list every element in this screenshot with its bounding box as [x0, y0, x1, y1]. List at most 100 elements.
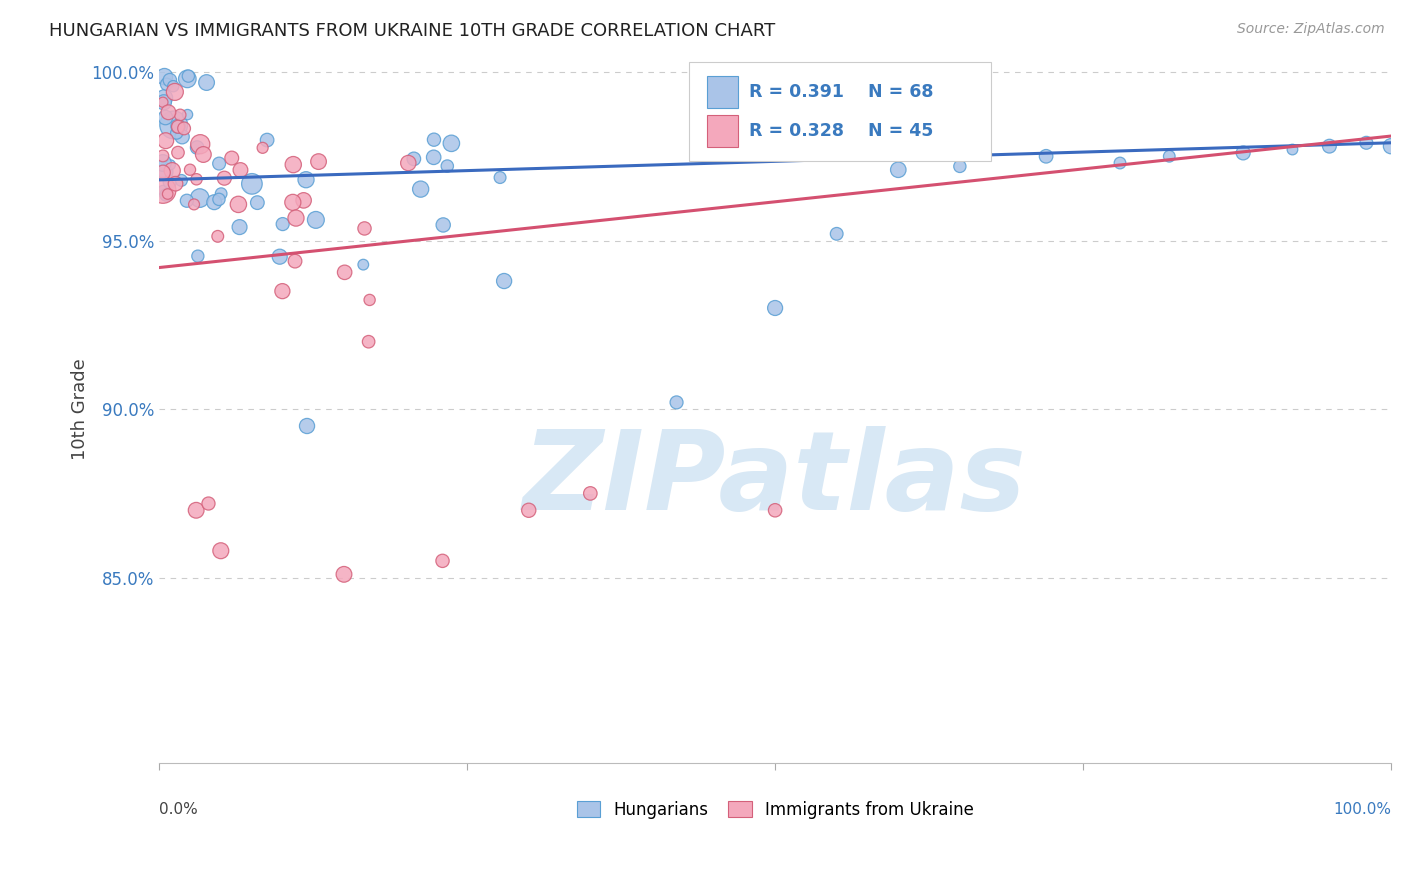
- Point: [159, 158, 181, 172]
- Point: [165, 177, 187, 191]
- Point: [1109, 156, 1132, 170]
- Point: [160, 163, 183, 178]
- Point: [359, 293, 381, 307]
- Y-axis label: 10th Grade: 10th Grade: [72, 359, 89, 460]
- Point: [157, 105, 180, 120]
- Point: [281, 195, 304, 210]
- Point: [271, 284, 294, 298]
- Point: [209, 543, 232, 558]
- Point: [163, 85, 186, 99]
- Point: [949, 160, 972, 174]
- Point: [209, 186, 232, 201]
- Point: [422, 150, 444, 164]
- Point: [176, 194, 198, 208]
- Text: 0.0%: 0.0%: [159, 802, 198, 817]
- Point: [409, 182, 432, 196]
- Point: [170, 173, 193, 187]
- Point: [763, 301, 786, 315]
- Point: [153, 91, 176, 105]
- Point: [208, 193, 231, 207]
- Point: [228, 220, 250, 235]
- Point: [825, 227, 848, 241]
- Point: [195, 76, 218, 90]
- Point: [285, 211, 308, 225]
- Point: [187, 249, 209, 263]
- Point: [305, 213, 328, 227]
- Legend: Hungarians, Immigrants from Ukraine: Hungarians, Immigrants from Ukraine: [569, 794, 980, 826]
- Text: Source: ZipAtlas.com: Source: ZipAtlas.com: [1237, 22, 1385, 37]
- Point: [423, 133, 446, 147]
- Point: [494, 274, 516, 288]
- FancyBboxPatch shape: [707, 115, 738, 147]
- Point: [159, 175, 181, 189]
- Point: [153, 70, 176, 84]
- Point: [357, 334, 380, 349]
- Point: [432, 554, 454, 568]
- Text: R = 0.391    N = 68: R = 0.391 N = 68: [749, 83, 934, 102]
- Point: [193, 147, 215, 161]
- Text: ZIPatlas: ZIPatlas: [523, 426, 1026, 533]
- FancyBboxPatch shape: [707, 77, 738, 108]
- Point: [152, 165, 174, 179]
- Point: [152, 183, 174, 197]
- Point: [1232, 145, 1254, 160]
- Point: [295, 172, 318, 186]
- Point: [176, 71, 198, 86]
- Point: [221, 151, 243, 165]
- Point: [186, 140, 208, 154]
- Point: [402, 152, 425, 166]
- Point: [1319, 139, 1341, 153]
- Point: [152, 156, 174, 170]
- Point: [159, 73, 181, 87]
- Point: [432, 218, 454, 232]
- Point: [155, 165, 177, 179]
- Point: [207, 229, 229, 244]
- Point: [308, 154, 330, 169]
- Point: [166, 126, 188, 140]
- Point: [887, 162, 910, 177]
- Point: [246, 195, 269, 210]
- Point: [197, 496, 219, 510]
- Point: [202, 195, 225, 210]
- Point: [292, 194, 315, 208]
- Point: [284, 254, 307, 268]
- Point: [167, 120, 190, 134]
- Point: [177, 69, 200, 83]
- FancyBboxPatch shape: [689, 62, 991, 161]
- Point: [186, 503, 208, 517]
- Point: [188, 137, 211, 152]
- Point: [183, 197, 205, 211]
- Point: [169, 108, 191, 122]
- Point: [579, 486, 602, 500]
- Point: [167, 145, 190, 160]
- Point: [186, 172, 208, 186]
- Text: HUNGARIAN VS IMMIGRANTS FROM UKRAINE 10TH GRADE CORRELATION CHART: HUNGARIAN VS IMMIGRANTS FROM UKRAINE 10T…: [49, 22, 776, 40]
- Text: R = 0.328    N = 45: R = 0.328 N = 45: [749, 122, 934, 140]
- Point: [152, 149, 174, 163]
- Point: [517, 503, 540, 517]
- Point: [152, 159, 174, 173]
- Point: [152, 95, 174, 110]
- Point: [155, 111, 177, 125]
- Point: [256, 133, 278, 147]
- Point: [156, 187, 179, 202]
- Point: [214, 171, 236, 186]
- Point: [163, 118, 186, 132]
- Point: [172, 129, 194, 144]
- Point: [283, 158, 305, 172]
- Point: [208, 156, 231, 170]
- Point: [333, 265, 356, 279]
- Point: [1035, 149, 1057, 163]
- Point: [252, 141, 274, 155]
- Point: [352, 258, 374, 272]
- Point: [162, 79, 184, 94]
- Point: [152, 183, 174, 197]
- Point: [396, 156, 419, 170]
- Point: [1379, 139, 1402, 153]
- Point: [353, 221, 375, 235]
- Point: [173, 121, 195, 136]
- Point: [1355, 136, 1378, 150]
- Point: [1281, 143, 1303, 157]
- Point: [436, 159, 458, 173]
- Text: 100.0%: 100.0%: [1333, 802, 1391, 817]
